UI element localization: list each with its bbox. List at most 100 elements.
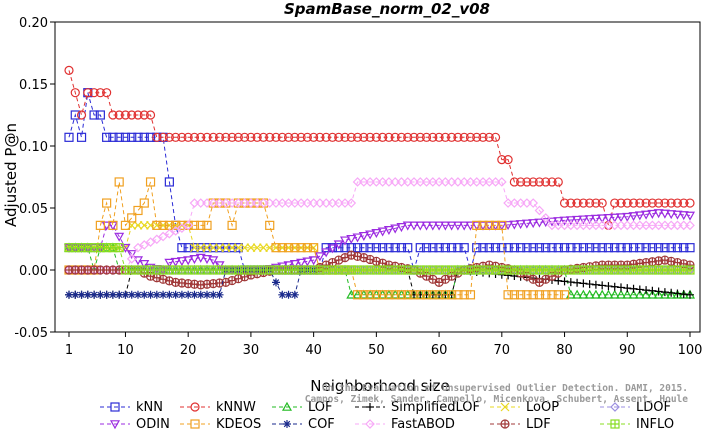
legend-item: INFLO (600, 417, 674, 432)
series-point (634, 211, 645, 221)
series-point (134, 290, 142, 299)
series-point (384, 177, 394, 187)
series-point (102, 132, 112, 142)
series-point (371, 177, 382, 187)
series-point (584, 220, 595, 231)
series-point (390, 177, 401, 187)
series-point (378, 243, 388, 253)
series-point (403, 132, 413, 142)
series-point (541, 290, 551, 300)
series-point (685, 243, 695, 253)
series-point (685, 220, 695, 231)
series-point (440, 177, 451, 187)
series-point (653, 289, 664, 299)
series-point (459, 243, 469, 253)
series-point (509, 243, 519, 253)
series-point (610, 198, 620, 208)
series-point (541, 275, 550, 284)
series-point (603, 220, 614, 231)
series-point (352, 177, 363, 187)
series-point (641, 198, 651, 208)
series-point (611, 420, 619, 428)
series-point (403, 243, 413, 253)
x-tick-label: 90 (619, 343, 636, 358)
series-point (102, 290, 111, 299)
series-point (196, 132, 206, 142)
series-point (384, 290, 394, 300)
series-point (352, 290, 363, 300)
x-tick-label: 70 (494, 343, 511, 358)
series-point (334, 132, 344, 142)
series-point (159, 290, 168, 299)
y-axis-label: Adjusted P@n (2, 123, 20, 227)
series-point (108, 290, 117, 299)
series-point (239, 198, 250, 208)
series-point (603, 243, 614, 253)
series-point (623, 284, 632, 293)
series-point (110, 402, 120, 412)
series-point (145, 110, 156, 120)
series-point (472, 243, 482, 253)
series-point (497, 155, 507, 165)
series-point (635, 285, 644, 294)
series-point (240, 243, 250, 253)
series-point (459, 177, 470, 187)
series-point (272, 278, 280, 287)
series-point (503, 290, 513, 300)
series-point (308, 198, 319, 208)
series-point (427, 177, 438, 187)
series-point (560, 277, 569, 286)
series-point (396, 243, 407, 253)
series-point (415, 177, 426, 187)
series-point (515, 198, 526, 208)
series-point (584, 215, 595, 225)
y-tick-label: 0.20 (19, 16, 48, 31)
series-point (252, 198, 263, 208)
series-point (327, 244, 338, 254)
series-point (573, 278, 582, 287)
series-point (145, 177, 156, 187)
legend-label: ODIN (136, 417, 170, 432)
series-point (371, 132, 381, 142)
series-point (641, 220, 651, 231)
series-point (139, 240, 150, 250)
series-point (214, 243, 225, 253)
series-point (459, 221, 470, 231)
series-point (190, 290, 199, 299)
series-point (484, 132, 494, 142)
series-point (365, 177, 375, 187)
series-point (402, 221, 413, 231)
series-point (95, 88, 105, 98)
series-point (641, 289, 652, 299)
series-point (265, 220, 275, 230)
series-point (83, 290, 92, 299)
series-point (679, 243, 689, 253)
legend-item: FastABOD (355, 417, 455, 432)
series-point (572, 220, 582, 231)
series-point (616, 220, 626, 231)
series-point (679, 198, 689, 208)
series-point (208, 132, 218, 142)
series-point (102, 198, 112, 208)
series-point (133, 132, 143, 142)
y-tick-label: -0.05 (14, 326, 48, 341)
series-point (428, 290, 438, 300)
series-point (65, 290, 73, 299)
series-point (296, 258, 307, 268)
y-tick-label: 0.00 (19, 264, 48, 279)
series-point (434, 221, 445, 231)
series-point (114, 110, 124, 120)
series-point (654, 198, 664, 208)
series-point (641, 210, 652, 220)
series-point (566, 278, 575, 287)
series-point (146, 290, 155, 299)
series-point (628, 212, 639, 222)
series-point (352, 132, 363, 142)
series-point (434, 177, 444, 187)
series-point (120, 132, 131, 142)
series-point (415, 243, 425, 253)
series-point (102, 88, 112, 98)
series-point (120, 110, 131, 120)
series-point (384, 243, 394, 253)
series-point (227, 243, 237, 253)
